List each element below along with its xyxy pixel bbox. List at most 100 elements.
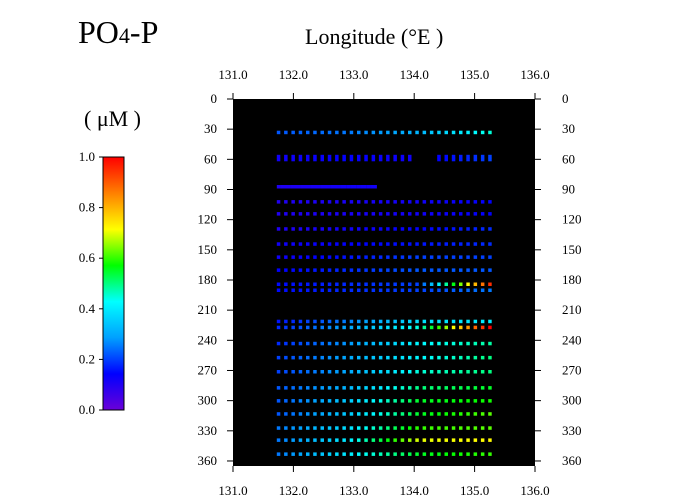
data-point xyxy=(473,399,478,403)
data-point xyxy=(378,370,383,374)
data-point xyxy=(298,227,303,231)
data-point xyxy=(393,200,397,204)
data-point xyxy=(313,242,317,246)
data-point xyxy=(276,399,281,403)
data-point xyxy=(349,438,354,442)
data-point xyxy=(378,242,383,246)
data-point xyxy=(444,288,448,292)
data-point xyxy=(306,185,311,189)
data-point xyxy=(306,399,310,403)
data-point xyxy=(466,255,470,259)
data-point xyxy=(429,426,434,430)
data-point xyxy=(466,157,470,162)
data-point xyxy=(437,399,441,403)
data-point xyxy=(400,355,405,360)
data-point xyxy=(378,268,383,272)
data-point xyxy=(429,255,434,259)
data-point xyxy=(342,242,346,246)
data-point xyxy=(306,452,310,456)
data-point xyxy=(473,452,478,456)
data-point xyxy=(480,157,485,162)
data-point xyxy=(306,200,310,204)
data-point xyxy=(371,412,376,416)
data-point xyxy=(335,325,339,330)
data-point xyxy=(296,185,301,189)
data-point xyxy=(276,412,281,416)
data-point xyxy=(350,185,354,189)
data-point xyxy=(349,412,354,416)
data-point xyxy=(327,438,332,442)
data-point xyxy=(335,255,339,259)
data-point xyxy=(349,130,354,135)
data-point xyxy=(444,282,448,286)
data-point xyxy=(298,452,303,456)
data-point xyxy=(400,200,405,204)
data-point xyxy=(276,452,281,456)
data-point xyxy=(284,282,288,286)
data-point xyxy=(386,227,390,231)
data-point xyxy=(320,399,324,403)
data-point xyxy=(459,200,463,204)
data-point xyxy=(342,452,346,456)
y-tick-label-right: 150 xyxy=(562,242,582,257)
data-point xyxy=(364,212,368,216)
data-point xyxy=(327,200,332,204)
data-point xyxy=(357,426,361,430)
y-tick-label-right: 300 xyxy=(562,393,582,408)
data-point xyxy=(335,282,339,286)
data-point xyxy=(364,268,368,272)
data-point xyxy=(408,227,412,231)
data-point xyxy=(327,412,332,416)
data-point xyxy=(342,130,346,135)
data-point xyxy=(306,426,310,430)
data-point xyxy=(320,452,324,456)
data-point xyxy=(378,212,383,216)
data-point xyxy=(357,288,361,292)
data-point xyxy=(349,200,354,204)
data-point xyxy=(400,242,405,246)
data-point xyxy=(473,227,478,231)
title-suffix: -P xyxy=(129,14,159,50)
x-tick-label-top: 133.0 xyxy=(339,67,368,82)
data-point xyxy=(284,319,288,324)
data-point xyxy=(459,370,463,374)
data-point xyxy=(364,370,368,374)
data-point xyxy=(386,386,390,390)
data-point xyxy=(444,325,448,330)
data-point xyxy=(349,426,354,430)
data-point xyxy=(459,426,463,430)
data-point xyxy=(342,255,346,259)
data-point xyxy=(342,200,346,204)
data-point xyxy=(364,319,368,324)
data-point xyxy=(313,355,317,360)
data-point xyxy=(488,242,492,246)
data-point xyxy=(451,370,456,374)
colorbar-tick-label: 0.0 xyxy=(79,402,95,417)
data-point xyxy=(459,386,463,390)
data-point xyxy=(371,355,376,360)
data-point xyxy=(313,227,317,231)
data-point xyxy=(284,399,288,403)
data-point xyxy=(488,426,492,430)
data-point xyxy=(336,185,341,189)
data-point xyxy=(364,154,368,159)
data-point xyxy=(357,255,361,259)
data-point xyxy=(473,157,478,162)
data-point xyxy=(415,325,419,330)
data-point xyxy=(335,386,339,390)
data-point xyxy=(473,282,478,286)
data-point xyxy=(313,212,317,216)
y-tick-label-left: 330 xyxy=(198,423,218,438)
data-point xyxy=(466,282,470,286)
data-point xyxy=(437,154,441,159)
data-point xyxy=(408,370,412,374)
data-point xyxy=(291,212,295,216)
data-point xyxy=(378,157,383,162)
data-point xyxy=(429,325,434,330)
data-point xyxy=(327,268,332,272)
data-point xyxy=(306,288,310,292)
data-point xyxy=(451,426,456,430)
data-point xyxy=(313,386,317,390)
data-point xyxy=(276,282,281,286)
data-point xyxy=(349,288,354,292)
